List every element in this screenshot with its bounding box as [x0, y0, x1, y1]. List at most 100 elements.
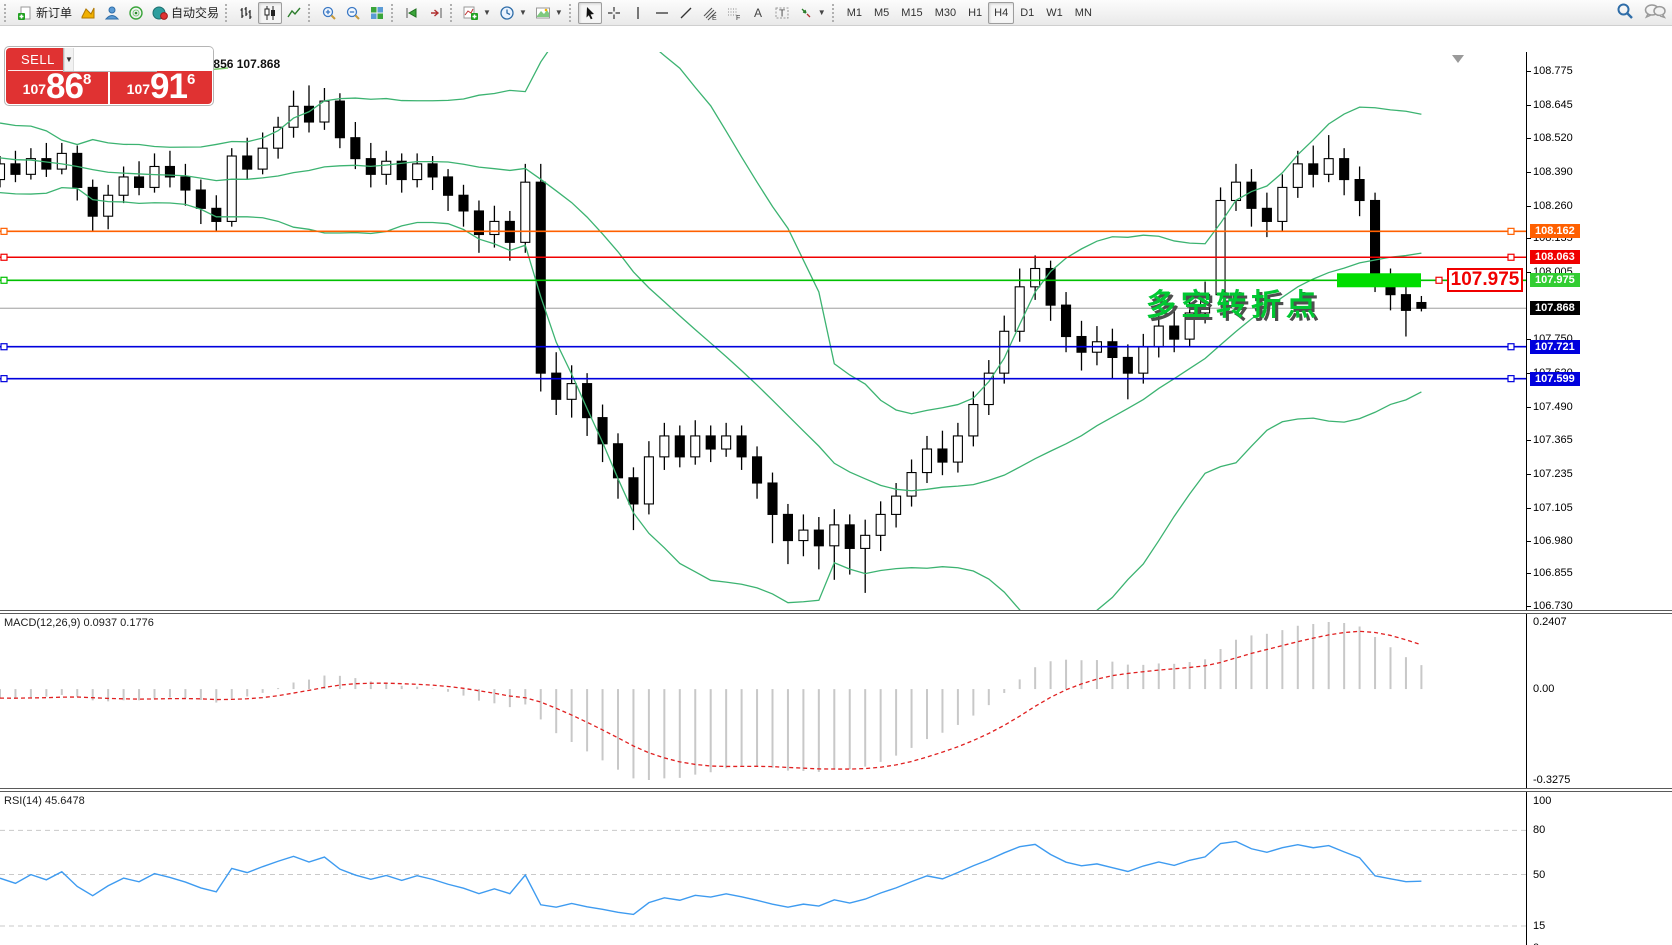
candle [1169, 325, 1180, 340]
alerts-button[interactable] [124, 2, 148, 24]
search-icon[interactable] [1616, 2, 1634, 20]
price-tick-mark [1526, 573, 1531, 575]
timeframe-button-m30[interactable]: M30 [934, 6, 957, 19]
candle [350, 137, 361, 160]
candle [180, 176, 191, 191]
candle [1215, 199, 1226, 296]
candle [1277, 186, 1288, 222]
crosshair-tool-button[interactable] [602, 2, 626, 24]
bar-chart-button[interactable] [234, 2, 258, 24]
timeframe-button-m5[interactable]: M5 [874, 6, 890, 19]
candle [1339, 158, 1350, 181]
timeframe-button-mn[interactable]: MN [1074, 6, 1092, 19]
price-tick-mark [1526, 71, 1531, 72]
chart-shift-button[interactable] [424, 2, 448, 24]
chart-window[interactable]: ▲USDJPY-,H4 107.890 107.915 107.856 107.… [0, 26, 1672, 945]
timeframe-button-h4[interactable]: H4 [988, 1, 1015, 24]
candle [1045, 267, 1056, 306]
candle [1261, 207, 1272, 222]
chart-shift-marker[interactable] [1452, 55, 1464, 63]
candle [134, 176, 145, 188]
price-tick-label: 106.855 [1533, 567, 1573, 580]
candle [1308, 163, 1319, 175]
candle [273, 126, 284, 149]
candlestick-chart-icon [264, 5, 276, 20]
candle [659, 435, 670, 458]
buy-price: 107 91 6 [112, 70, 210, 104]
candle [164, 165, 175, 178]
price-tick-label: 107.105 [1533, 501, 1573, 514]
zoom-in-button[interactable] [317, 2, 341, 24]
candle [103, 194, 114, 217]
add-indicator-icon [463, 6, 479, 20]
volume-input[interactable] [73, 48, 213, 71]
vertical-line-tool-button[interactable] [626, 2, 650, 24]
templates-button[interactable]: ▼ [531, 2, 567, 24]
cursor-tool-button[interactable] [577, 1, 602, 24]
candle [242, 155, 253, 170]
text-label-tool-button[interactable]: T [770, 2, 794, 24]
candle [87, 186, 98, 217]
fibonacci-tool-button[interactable]: E [698, 2, 722, 24]
candle [1076, 335, 1087, 353]
timeframe-button-d1[interactable]: D1 [1020, 6, 1035, 19]
sell-price-main: 86 [46, 67, 84, 106]
arrows-tool-button[interactable]: ▼ [794, 2, 830, 24]
chart-text-annotation[interactable]: 多空转折点 [1146, 289, 1321, 322]
profile-button[interactable] [100, 2, 124, 24]
candle [643, 456, 654, 505]
auto-trading-button[interactable]: 自动交易 [148, 2, 223, 24]
grid-tool-button[interactable]: F [722, 2, 746, 24]
timeframe-button-m1[interactable]: M1 [846, 6, 862, 19]
timeframe-button-w1[interactable]: W1 [1046, 6, 1063, 19]
fibonacci-icon: E [703, 7, 717, 21]
candle [1292, 163, 1303, 188]
template-icon [535, 7, 550, 18]
chat-icon[interactable] [1644, 2, 1666, 20]
text-tool-button[interactable]: A [746, 2, 770, 24]
price-tick-mark [1526, 605, 1531, 607]
macd-axis-label: 0.00 [1533, 683, 1555, 696]
sell-price-pip: 8 [82, 71, 92, 88]
volume-decrease-button[interactable]: ▼ [64, 48, 74, 71]
chart-snapshot-button[interactable] [76, 2, 100, 24]
candle [195, 189, 206, 209]
candle [1107, 341, 1118, 359]
candle [1400, 294, 1411, 311]
pane-separator[interactable] [0, 610, 1672, 614]
highlight-rectangle[interactable] [1337, 273, 1421, 288]
rsi-pane[interactable] [0, 792, 1526, 945]
tile-windows-button[interactable] [365, 2, 389, 24]
pane-separator[interactable] [0, 788, 1672, 792]
price-callout-label[interactable]: 107.975 [1447, 268, 1523, 292]
candle [829, 524, 840, 547]
buy-price-prefix: 107 [126, 81, 151, 97]
zoom-out-button[interactable] [341, 2, 365, 24]
price-tick-label: 108.775 [1533, 65, 1573, 77]
toolbar-grip [568, 3, 574, 22]
timeframe-button-h1[interactable]: H1 [968, 6, 983, 19]
auto-trading-label: 自动交易 [171, 6, 220, 20]
macd-pane[interactable] [0, 614, 1526, 788]
price-axis[interactable]: 108.775 108.645 108.520 108.390 108.260 108.1… [1526, 26, 1672, 945]
add-indicator-button[interactable]: ▼ [459, 2, 495, 24]
candle [1061, 304, 1072, 338]
main-price-pane[interactable] [0, 52, 1526, 610]
macd-signal-line [0, 630, 1422, 770]
horizontal-line-tool-button[interactable] [650, 2, 674, 24]
price-tick-mark [1526, 473, 1531, 475]
candlestick-chart-button[interactable] [258, 1, 283, 24]
new-order-button[interactable]: 新订单 [13, 2, 76, 24]
periods-button[interactable]: ▼ [495, 2, 531, 24]
candle [751, 456, 763, 484]
auto-scroll-button[interactable] [400, 2, 424, 24]
trendline-tool-button[interactable] [674, 2, 698, 24]
svg-text:E: E [712, 15, 717, 21]
volume-stepper: ▼ ▲ [63, 48, 213, 72]
toolbar-grip [450, 3, 455, 22]
price-tick-label: 107.490 [1533, 401, 1573, 414]
clock-icon [500, 5, 514, 20]
timeframe-button-m15[interactable]: M15 [901, 6, 923, 19]
sell-button[interactable]: SELL 107 86 8 [6, 48, 108, 104]
line-chart-button[interactable] [282, 2, 306, 24]
